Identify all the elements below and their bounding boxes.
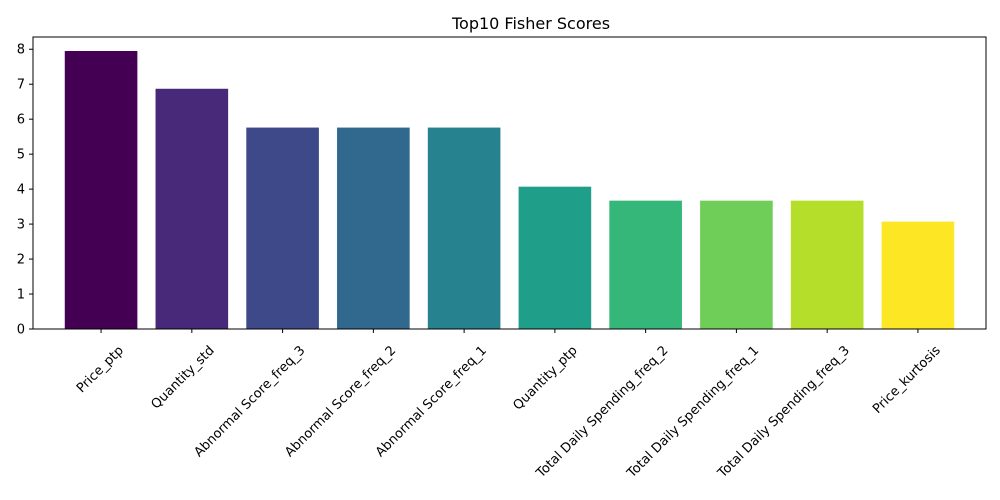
bar: [64, 50, 138, 330]
bar: [881, 221, 955, 329]
axes-frame: [32, 36, 987, 330]
y-tick-label: 3: [17, 218, 25, 233]
bar: [609, 200, 682, 329]
bar: [246, 127, 319, 329]
y-tick-label: 8: [17, 43, 25, 58]
chart-title: Top10 Fisher Scores: [451, 14, 610, 33]
y-tick-label: 4: [17, 183, 25, 198]
y-tick-label: 6: [17, 113, 25, 128]
bar: [700, 200, 773, 329]
bar: [427, 127, 501, 329]
x-tick-label: Price_ptp: [74, 343, 127, 396]
y-tick-label: 5: [17, 148, 25, 163]
x-tick-label: Quantity_std: [148, 343, 217, 412]
x-tick-label: Quantity_ptp: [511, 343, 581, 413]
bar: [337, 127, 410, 329]
bar: [518, 186, 592, 329]
bar: [790, 200, 864, 329]
y-tick-label: 2: [17, 253, 25, 268]
y-tick-label: 1: [17, 288, 25, 303]
y-tick-label: 0: [17, 323, 25, 338]
x-tick-label: Price_kurtosis: [870, 343, 944, 417]
y-tick-label: 7: [17, 78, 25, 93]
bar: [155, 88, 229, 329]
